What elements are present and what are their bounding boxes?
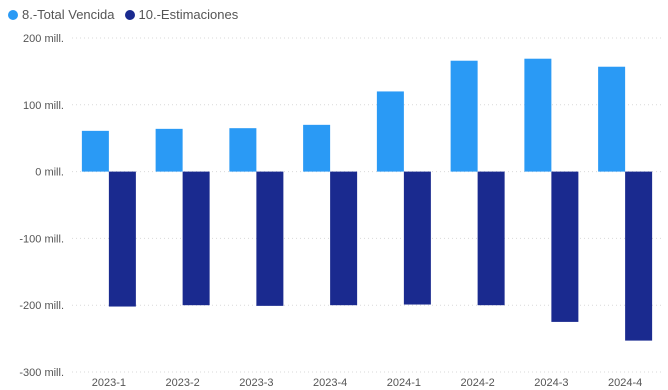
bar[interactable] (330, 171, 358, 306)
x-tick-label: 2023-4 (313, 377, 347, 389)
x-tick-label: 2023-3 (239, 377, 273, 389)
legend-item-estimaciones[interactable]: 10.-Estimaciones (124, 7, 239, 22)
legend-dot-total-vencida (8, 9, 18, 20)
bar[interactable] (81, 130, 109, 172)
bar[interactable] (229, 128, 257, 172)
y-tick-label: -100 mill. (19, 233, 64, 245)
x-tick-label: 2024-3 (534, 377, 568, 389)
bar[interactable] (403, 171, 431, 305)
bar[interactable] (450, 60, 478, 172)
x-axis-ticks: 2023-1 2023-2 2023-3 2023-4 2024-1 2024-2 2024… (92, 377, 643, 389)
legend-label-total-vencida: 8.-Total Vencida (22, 7, 115, 22)
legend-label-estimaciones: 10.-Estimaciones (138, 7, 239, 22)
x-tick-label: 2023-2 (165, 377, 199, 389)
bar[interactable] (598, 66, 626, 172)
legend-item-total-vencida[interactable]: 8.-Total Vencida (8, 7, 115, 22)
y-tick-label: -200 mill. (19, 300, 64, 312)
x-tick-label: 2024-4 (608, 377, 642, 389)
bar[interactable] (155, 128, 183, 172)
y-tick-label: -300 mill. (19, 367, 64, 379)
x-tick-label: 2024-1 (387, 377, 421, 389)
y-tick-label: 0 mill. (35, 167, 64, 179)
bar[interactable] (256, 171, 284, 306)
bar[interactable] (551, 171, 579, 322)
y-axis-ticks: 200 mill. 100 mill. 0 mill. -100 mill. -200 … (19, 33, 64, 379)
bar[interactable] (524, 58, 552, 172)
bars (81, 58, 653, 341)
x-tick-label: 2024-2 (460, 377, 494, 389)
x-tick-label: 2023-1 (92, 377, 126, 389)
bar[interactable] (477, 171, 505, 306)
y-tick-label: 200 mill. (23, 33, 64, 45)
bar[interactable] (182, 171, 210, 306)
bar[interactable] (625, 171, 653, 341)
legend: 8.-Total Vencida 10.-Estimaciones (8, 7, 248, 22)
bar[interactable] (108, 171, 136, 307)
legend-dot-estimaciones (124, 9, 135, 20)
y-tick-label: 100 mill. (23, 100, 64, 112)
bar[interactable] (376, 91, 404, 172)
bar[interactable] (303, 124, 331, 172)
